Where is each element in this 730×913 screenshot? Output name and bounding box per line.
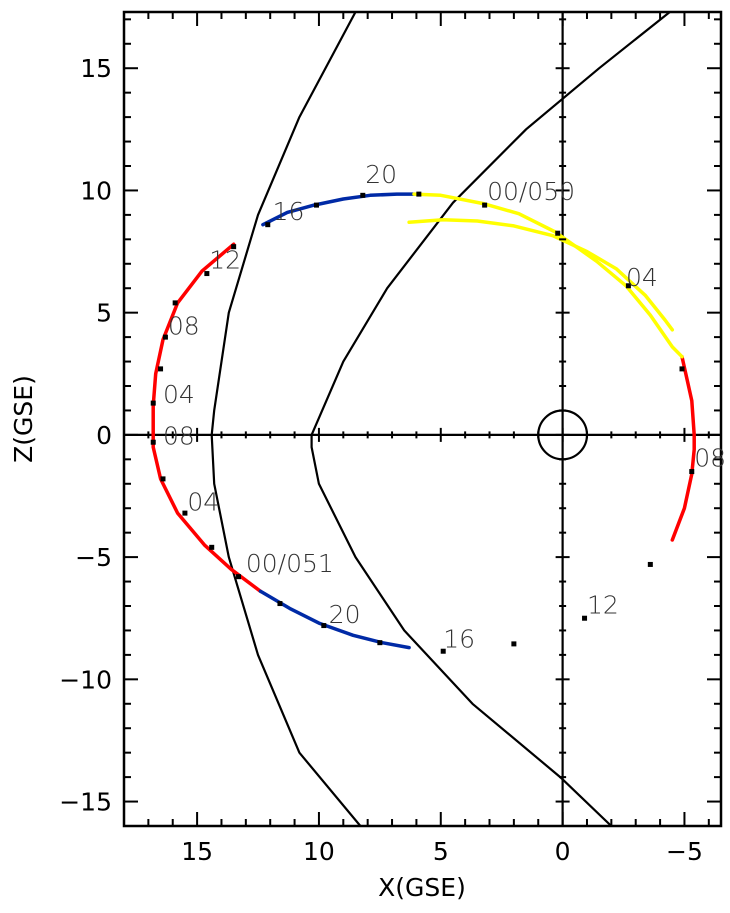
x-tick-label: 15 xyxy=(181,837,213,866)
orbit-time-marker xyxy=(277,601,282,606)
y-tick-label: 15 xyxy=(80,54,112,83)
time-annotation: 04 xyxy=(187,488,219,517)
time-annotation: 00/051 xyxy=(246,549,334,578)
y-axis-label: Z(GSE) xyxy=(9,375,38,463)
x-axis-label: X(GSE) xyxy=(378,873,466,902)
time-annotation: 16 xyxy=(443,625,475,654)
time-annotation: 16 xyxy=(273,197,305,226)
orbit-time-marker xyxy=(265,222,270,227)
orbit-time-marker xyxy=(648,562,653,567)
orbit-time-marker xyxy=(680,366,685,371)
orbit-time-marker xyxy=(151,401,156,406)
time-annotation: 20 xyxy=(329,600,361,629)
y-tick-label: 10 xyxy=(80,176,112,205)
orbit-time-marker xyxy=(360,193,365,198)
orbit-time-marker xyxy=(314,203,319,208)
orbit-time-marker xyxy=(416,192,421,197)
time-annotation: 12 xyxy=(209,246,241,275)
time-annotation: 08 xyxy=(168,312,200,341)
orbit-segment-1 xyxy=(672,357,694,540)
time-annotation: 20 xyxy=(365,160,397,189)
time-annotation: 04 xyxy=(626,263,658,292)
orbit-time-marker xyxy=(321,623,326,628)
x-tick-label: 10 xyxy=(303,837,335,866)
plot-area xyxy=(124,12,721,826)
y-tick-label: 5 xyxy=(96,299,112,328)
time-annotation: 04 xyxy=(163,380,195,409)
time-annotation: 00/050 xyxy=(487,177,575,206)
x-tick-label: 5 xyxy=(433,837,449,866)
bow-shock-line xyxy=(212,12,361,826)
orbit-time-marker xyxy=(377,640,382,645)
y-tick-label: −10 xyxy=(59,665,112,694)
time-annotation: 08 xyxy=(163,422,195,451)
orbit-time-marker xyxy=(173,300,178,305)
orbit-time-marker xyxy=(555,231,560,236)
text-layer: 15 10 5 0 −5 15 10 5 0 −5 −10 −15 20 16 12 08 04 08 04 00/0… xyxy=(59,54,726,866)
time-annotation: 12 xyxy=(587,590,619,619)
orbit-time-marker xyxy=(511,641,516,646)
orbit-time-marker xyxy=(151,440,156,445)
x-tick-label: −5 xyxy=(666,837,703,866)
y-tick-label: −5 xyxy=(75,543,112,572)
magnetopause-line xyxy=(312,12,670,826)
orbit-time-marker xyxy=(160,476,165,481)
orbit-segment-0 xyxy=(153,244,260,591)
y-tick-label: −15 xyxy=(59,788,112,817)
orbit-time-marker xyxy=(158,366,163,371)
x-tick-label: 0 xyxy=(555,837,571,866)
time-annotation: 08 xyxy=(694,444,726,473)
orbit-time-marker xyxy=(236,574,241,579)
orbit-time-marker xyxy=(209,545,214,550)
y-tick-label: 0 xyxy=(96,421,112,450)
